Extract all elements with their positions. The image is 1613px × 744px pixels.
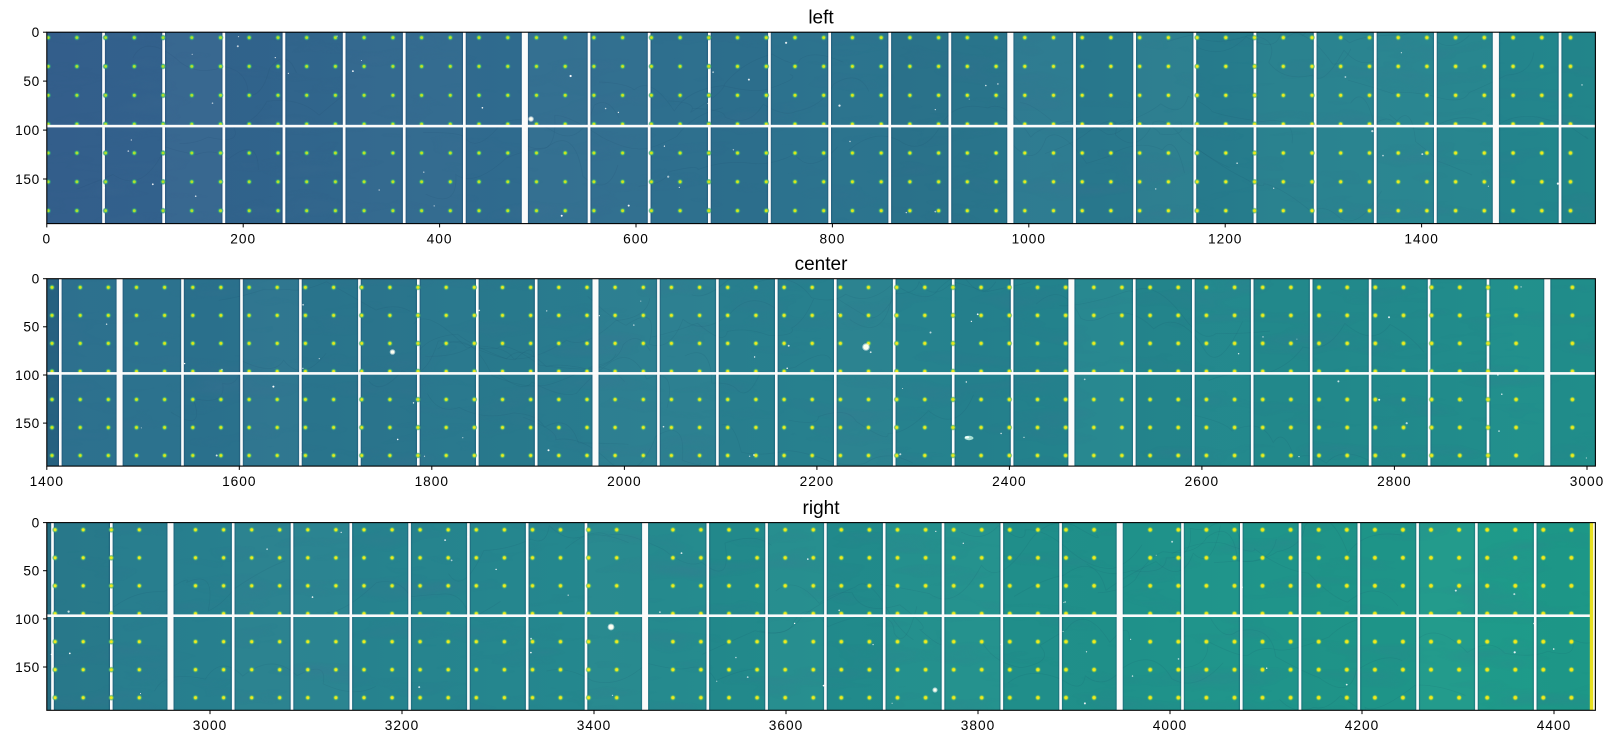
svg-text:0: 0 [32, 272, 40, 287]
svg-text:3400: 3400 [577, 718, 611, 733]
svg-text:150: 150 [15, 416, 40, 431]
svg-text:100: 100 [15, 612, 40, 627]
svg-text:200: 200 [230, 232, 256, 247]
svg-text:3600: 3600 [769, 718, 803, 733]
svg-text:150: 150 [15, 172, 40, 187]
svg-text:1200: 1200 [1208, 232, 1242, 247]
svg-text:1400: 1400 [1404, 232, 1438, 247]
svg-text:2200: 2200 [800, 474, 834, 489]
svg-text:right: right [803, 498, 841, 519]
svg-text:50: 50 [23, 564, 39, 579]
svg-text:2600: 2600 [1185, 474, 1219, 489]
svg-text:2800: 2800 [1377, 474, 1411, 489]
svg-text:50: 50 [23, 74, 39, 89]
svg-text:0: 0 [32, 25, 40, 40]
svg-text:0: 0 [42, 232, 51, 247]
svg-text:center: center [795, 254, 848, 275]
svg-text:150: 150 [15, 660, 40, 675]
svg-text:2000: 2000 [607, 474, 641, 489]
svg-text:50: 50 [23, 320, 39, 335]
svg-text:4000: 4000 [1153, 718, 1187, 733]
svg-text:left: left [808, 8, 834, 29]
svg-text:1000: 1000 [1012, 232, 1046, 247]
svg-text:3000: 3000 [1570, 474, 1604, 489]
svg-text:800: 800 [819, 232, 845, 247]
svg-text:100: 100 [15, 123, 40, 138]
svg-text:3200: 3200 [385, 718, 419, 733]
svg-text:100: 100 [15, 368, 40, 383]
svg-text:1600: 1600 [222, 474, 256, 489]
svg-text:4400: 4400 [1537, 718, 1571, 733]
svg-text:400: 400 [427, 232, 453, 247]
svg-text:4200: 4200 [1345, 718, 1379, 733]
svg-text:0: 0 [32, 516, 40, 531]
svg-text:3000: 3000 [193, 718, 227, 733]
svg-text:1400: 1400 [30, 474, 64, 489]
svg-text:2400: 2400 [992, 474, 1026, 489]
svg-text:1800: 1800 [415, 474, 449, 489]
svg-text:3800: 3800 [961, 718, 995, 733]
svg-text:600: 600 [623, 232, 649, 247]
